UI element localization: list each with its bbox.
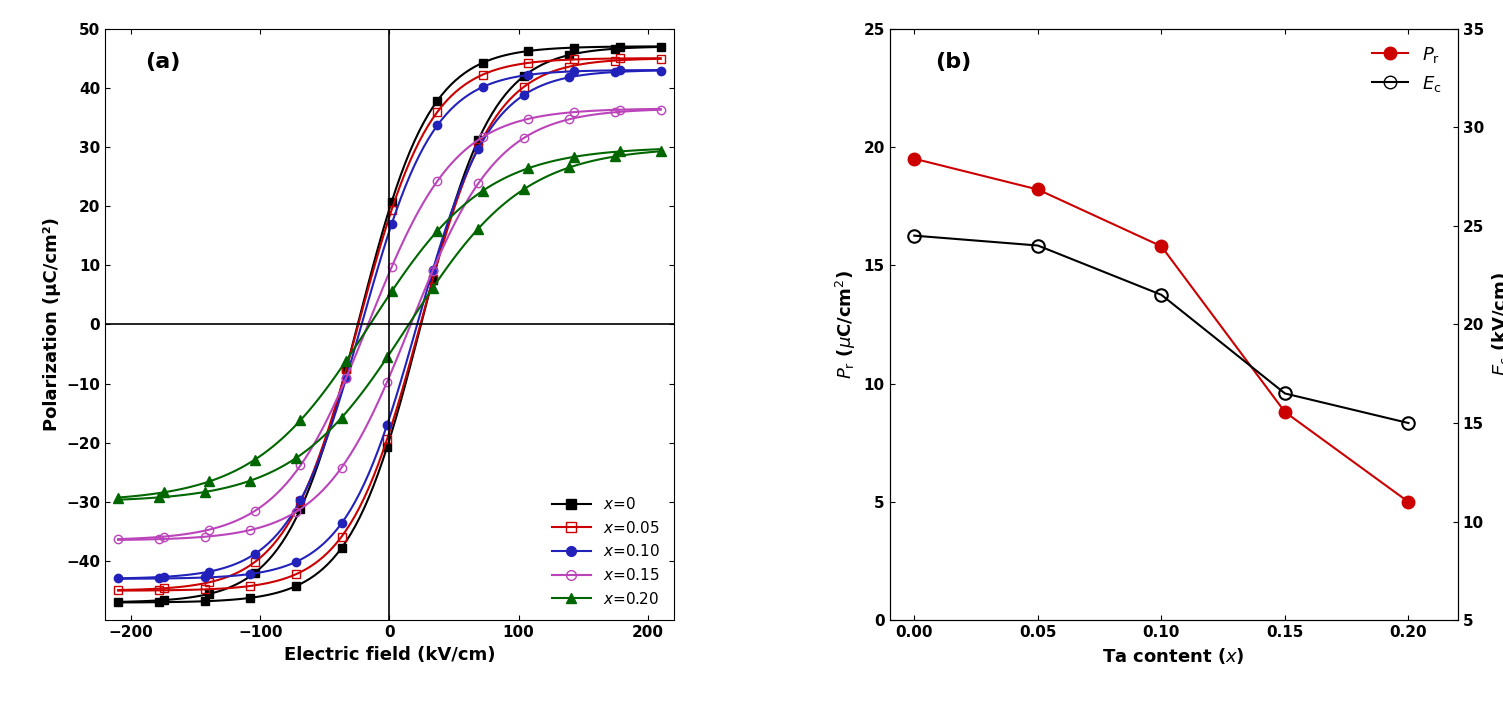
Legend: $x$=0, $x$=0.05, $x$=0.10, $x$=0.15, $x$=0.20: $x$=0, $x$=0.05, $x$=0.10, $x$=0.15, $x$… bbox=[546, 490, 666, 612]
Legend: $P_\mathrm{r}$, $E_\mathrm{c}$: $P_\mathrm{r}$, $E_\mathrm{c}$ bbox=[1365, 38, 1449, 101]
Y-axis label: $E_\mathrm{c}$ (kV/cm): $E_\mathrm{c}$ (kV/cm) bbox=[1489, 272, 1503, 376]
X-axis label: Ta content ($x$): Ta content ($x$) bbox=[1102, 646, 1244, 666]
Y-axis label: Polarization (μC/cm²): Polarization (μC/cm²) bbox=[42, 217, 60, 431]
X-axis label: Electric field (kV/cm): Electric field (kV/cm) bbox=[284, 646, 494, 664]
Text: (b): (b) bbox=[935, 52, 971, 72]
Text: (a): (a) bbox=[144, 52, 180, 72]
Y-axis label: $P_\mathrm{r}$ ($\mu$C/cm$^2$): $P_\mathrm{r}$ ($\mu$C/cm$^2$) bbox=[834, 270, 858, 379]
